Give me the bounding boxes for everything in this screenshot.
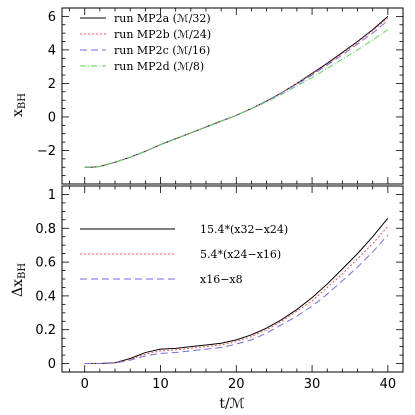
top-legend-label-2: run MP2b (ℳ/24) (114, 28, 211, 41)
bottom-series-line-3 (84, 234, 389, 365)
bottom-y-tick-label: 0 (48, 357, 56, 372)
bottom-x-tick-label: 30 (304, 377, 321, 392)
bottom-y-tick-label: 0.2 (35, 323, 56, 338)
bottom-x-tick-label: 10 (152, 377, 169, 392)
top-y-tick-label: 4 (48, 43, 56, 58)
bottom-y-tick-label: 1 (48, 188, 56, 203)
top-y-tick-label: 0 (48, 110, 56, 125)
bottom-series (84, 217, 389, 365)
top-y-tick-label: 6 (48, 10, 56, 25)
bottom-y-axis-label: ΔxBH (10, 263, 28, 297)
bottom-legend-label-2: 5.4*(x24−x16) (200, 248, 281, 261)
bottom-y-tick-label: 0.6 (35, 256, 56, 271)
bottom-series-line-1 (84, 217, 389, 365)
top-legend-label-3: run MP2c (ℳ/16) (114, 44, 210, 57)
top-legend-label-4: run MP2d (ℳ/8) (114, 60, 204, 73)
bottom-series-line-2 (84, 226, 389, 365)
top-legend-label-1: run MP2a (ℳ/32) (114, 12, 211, 25)
bottom-panel: 0 10 20 30 40 0 0.2 0.4 0.6 0.8 1 15.4*(x32−x24) 5.… (10, 185, 404, 412)
top-y-tick-label: 2 (48, 77, 56, 92)
bottom-y-tick-label: 0.8 (35, 222, 56, 237)
bottom-x-tick-label: 20 (228, 377, 245, 392)
top-series-line-2 (84, 17, 389, 168)
top-series-line-3 (84, 20, 389, 168)
top-ticks: −2 0 2 4 6 (37, 7, 404, 185)
top-series-line-4 (84, 29, 389, 168)
bottom-legend-label-1: 15.4*(x32−x24) (200, 223, 288, 236)
bottom-ticks: 0 10 20 30 40 0 0.2 0.4 0.6 0.8 1 (35, 185, 404, 392)
top-plot-frame (61, 7, 404, 185)
bottom-x-tick-label: 0 (81, 377, 89, 392)
top-legend: run MP2a (ℳ/32) run MP2b (ℳ/24) run MP2c (… (80, 12, 211, 73)
top-series (84, 16, 389, 168)
bottom-x-tick-label: 40 (380, 377, 397, 392)
bottom-legend-label-3: x16−x8 (200, 273, 243, 286)
bottom-legend: 15.4*(x32−x24) 5.4*(x24−x16) x16−x8 (80, 223, 288, 286)
top-y-tick-label: −2 (37, 144, 56, 159)
top-y-axis-label: xBH (10, 93, 28, 117)
bottom-x-axis-label: t/ℳ (219, 396, 244, 412)
bottom-y-tick-label: 0.4 (35, 289, 56, 304)
